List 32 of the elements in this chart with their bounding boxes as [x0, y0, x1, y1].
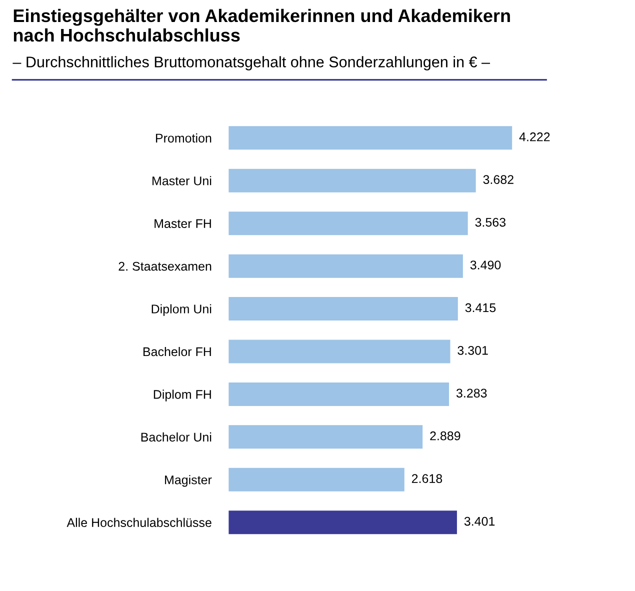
- data-label: 2.889: [430, 431, 460, 440]
- data-label: 3.301: [458, 346, 488, 355]
- data-label: 3.682: [483, 175, 514, 184]
- y-tick-label: Master FH: [154, 219, 211, 228]
- bar: [228, 510, 457, 534]
- data-label: 3.415: [465, 303, 496, 312]
- bar: [228, 382, 450, 406]
- data-label: 4.222: [519, 132, 550, 142]
- bar: [228, 254, 463, 278]
- chart-title: Einstiegsgehälter von Akademikerinnen und Akademikern nach Hochschulabschluss: [14, 8, 510, 42]
- y-tick-label: Master Uni: [152, 176, 212, 186]
- bar: [228, 468, 404, 492]
- y-tick-label: Alle Hochschulabschlüsse: [66, 518, 212, 528]
- bar: [228, 425, 423, 449]
- data-label: 2.618: [412, 474, 442, 483]
- bar: [228, 126, 512, 150]
- chart-subtitle: – Durchschnittliches Bruttomonatsgehalt ohne Sonderzahlungen in € –: [12, 56, 490, 70]
- y-tick-label: Diplom FH: [154, 390, 211, 402]
- data-label: 3.490: [470, 260, 501, 270]
- data-label: 3.563: [475, 218, 506, 227]
- y-tick-label: Diplom Uni: [152, 304, 212, 316]
- bar: [228, 297, 458, 321]
- data-label: 3.401: [464, 516, 495, 526]
- bar: [228, 212, 468, 236]
- bar: [228, 340, 450, 364]
- bar: [228, 168, 476, 192]
- y-tick-label: Magister: [165, 475, 212, 487]
- data-label: 3.283: [456, 388, 487, 398]
- y-tick-label: 2. Staatsexamen: [118, 262, 212, 271]
- y-tick-label: Promotion: [156, 133, 212, 143]
- y-tick-label: Bachelor Uni: [141, 432, 212, 442]
- y-tick-label: Bachelor FH: [143, 346, 211, 356]
